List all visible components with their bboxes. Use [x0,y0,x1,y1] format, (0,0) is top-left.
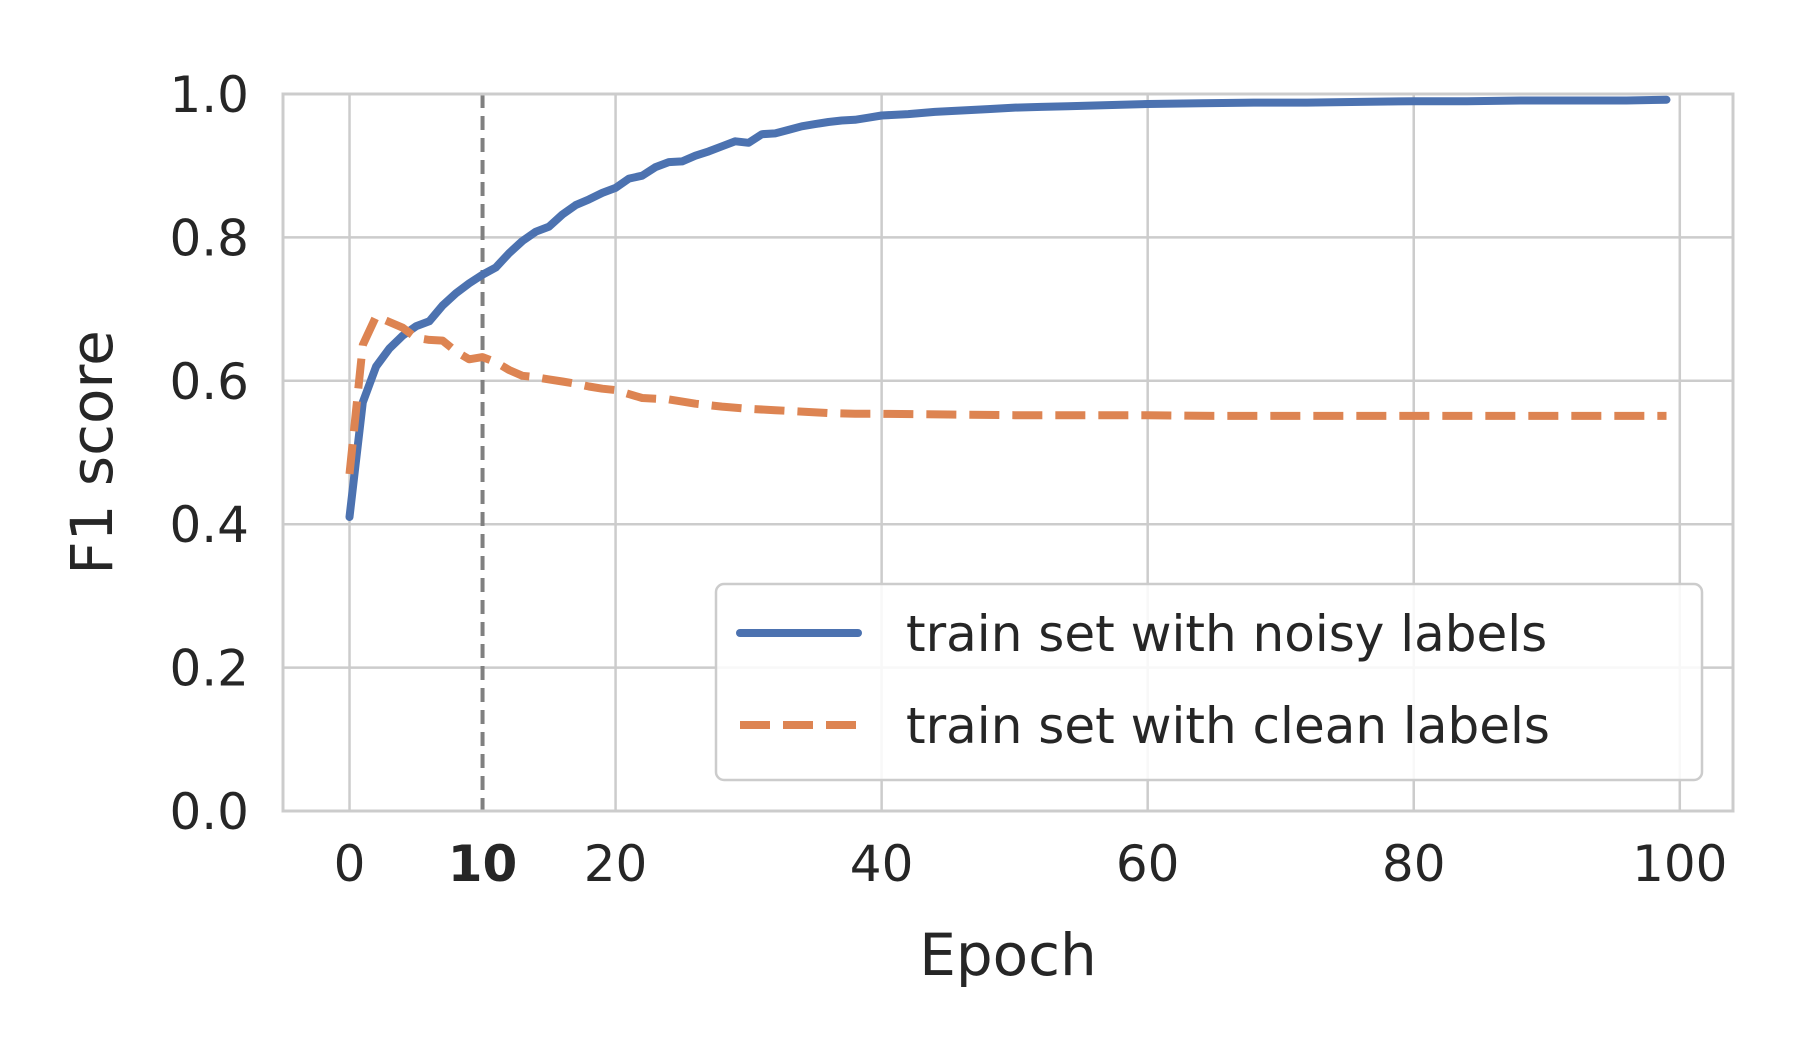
y-axis-label: F1 score [58,330,126,575]
x-tick-label: 60 [1116,835,1180,893]
legend: train set with noisy labels train set wi… [714,582,1704,782]
x-tick-label: 40 [850,835,914,893]
legend-label-noisy: train set with noisy labels [906,605,1547,663]
x-tick-label: 80 [1382,835,1446,893]
series-lines [345,95,1671,521]
x-tick-labels: 0 10 20 40 60 80 100 [334,835,1728,893]
y-tick-labels: 0.0 0.2 0.4 0.6 0.8 1.0 [169,66,249,841]
series-line-clean [345,312,1667,475]
y-tick-label: 0.6 [169,353,249,411]
legend-label-clean: train set with clean labels [906,697,1550,755]
series-line-noisy [345,95,1671,521]
x-tick-label: 10 [448,835,518,893]
x-tick-label: 20 [584,835,648,893]
y-tick-label: 0.4 [169,496,249,554]
y-tick-label: 0.0 [169,783,249,841]
y-tick-label: 0.8 [169,209,249,267]
x-tick-label: 100 [1632,835,1727,893]
x-axis-label: Epoch [919,921,1097,989]
x-tick-label: 0 [334,835,366,893]
y-tick-label: 0.2 [169,640,249,698]
y-tick-label: 1.0 [169,66,249,124]
legend-box [714,582,1704,782]
plot-frame [281,92,1735,813]
